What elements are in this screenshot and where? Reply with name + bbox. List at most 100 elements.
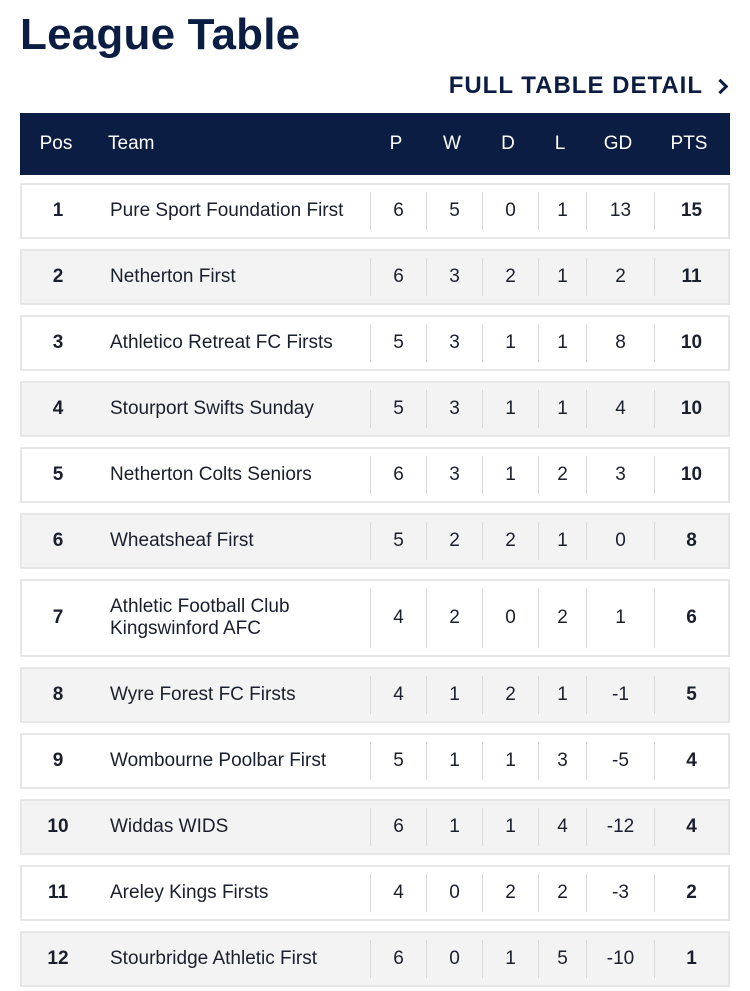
row-drawn: 0 xyxy=(482,588,538,648)
row-team: Athletico Retreat FC Firsts xyxy=(110,332,333,353)
row-pos: 6 xyxy=(52,530,64,551)
row-goal-difference: 2 xyxy=(586,258,654,296)
row-won: 2 xyxy=(426,522,482,560)
row-lost: 3 xyxy=(538,742,586,780)
row-points: 4 xyxy=(654,808,728,846)
row-team: Netherton Colts Seniors xyxy=(110,464,312,485)
row-drawn: 2 xyxy=(482,522,538,560)
row-pos: 2 xyxy=(52,266,64,287)
row-played: 6 xyxy=(370,456,426,494)
table-row[interactable]: 11 Areley Kings Firsts 4 0 2 2 -3 2 xyxy=(20,865,730,921)
row-pos: 1 xyxy=(52,200,64,221)
row-team: Pure Sport Foundation First xyxy=(110,200,344,221)
row-goal-difference: -12 xyxy=(586,808,654,846)
row-pos: 5 xyxy=(52,464,64,485)
row-points: 15 xyxy=(654,192,728,230)
row-won: 3 xyxy=(426,258,482,296)
row-goal-difference: 8 xyxy=(586,324,654,362)
row-won: 0 xyxy=(426,874,482,912)
row-won: 5 xyxy=(426,192,482,230)
row-goal-difference: -3 xyxy=(586,874,654,912)
row-won: 1 xyxy=(426,742,482,780)
row-drawn: 1 xyxy=(482,742,538,780)
row-points: 6 xyxy=(654,588,728,648)
row-goal-difference: 1 xyxy=(586,588,654,648)
table-row[interactable]: 8 Wyre Forest FC Firsts 4 1 2 1 -1 5 xyxy=(20,667,730,723)
header-team: Team xyxy=(108,133,155,154)
row-won: 1 xyxy=(426,808,482,846)
table-row[interactable]: 4 Stourport Swifts Sunday 5 3 1 1 4 10 xyxy=(20,381,730,437)
row-goal-difference: 3 xyxy=(586,456,654,494)
header-played: P xyxy=(389,133,403,154)
table-row[interactable]: 3 Athletico Retreat FC Firsts 5 3 1 1 8 … xyxy=(20,315,730,371)
row-team: Stourport Swifts Sunday xyxy=(110,398,314,419)
row-lost: 1 xyxy=(538,522,586,560)
row-played: 5 xyxy=(370,742,426,780)
row-won: 3 xyxy=(426,456,482,494)
table-row[interactable]: 9 Wombourne Poolbar First 5 1 1 3 -5 4 xyxy=(20,733,730,789)
header-won: W xyxy=(443,133,461,154)
row-drawn: 2 xyxy=(482,874,538,912)
chevron-right-icon xyxy=(712,78,729,94)
row-pos: 8 xyxy=(52,684,64,705)
row-played: 6 xyxy=(370,808,426,846)
header-lost: L xyxy=(554,133,566,154)
league-table-body: 1 Pure Sport Foundation First 6 5 0 1 13… xyxy=(20,183,730,991)
row-drawn: 1 xyxy=(482,390,538,428)
table-row[interactable]: 10 Widdas WIDS 6 1 1 4 -12 4 xyxy=(20,799,730,855)
row-goal-difference: 4 xyxy=(586,390,654,428)
row-lost: 4 xyxy=(538,808,586,846)
row-lost: 2 xyxy=(538,874,586,912)
row-lost: 1 xyxy=(538,258,586,296)
row-goal-difference: -5 xyxy=(586,742,654,780)
row-won: 2 xyxy=(426,588,482,648)
header-goal-difference: GD xyxy=(603,133,633,154)
table-row[interactable]: 12 Stourbridge Athletic First 6 0 1 5 -1… xyxy=(20,931,730,987)
table-row[interactable]: 5 Netherton Colts Seniors 6 3 1 2 3 10 xyxy=(20,447,730,503)
row-drawn: 1 xyxy=(482,808,538,846)
row-points: 10 xyxy=(654,456,728,494)
row-team: Stourbridge Athletic First xyxy=(110,948,317,969)
full-table-detail-label: FULL TABLE DETAIL xyxy=(448,72,703,99)
row-pos: 12 xyxy=(47,948,69,969)
row-played: 6 xyxy=(370,940,426,978)
row-points: 11 xyxy=(654,258,728,296)
full-table-detail-link[interactable]: FULL TABLE DETAIL xyxy=(448,72,729,100)
row-won: 1 xyxy=(426,676,482,714)
row-points: 8 xyxy=(654,522,728,560)
row-played: 4 xyxy=(370,874,426,912)
row-pos: 9 xyxy=(52,750,64,771)
row-lost: 1 xyxy=(538,324,586,362)
row-pos: 4 xyxy=(52,398,64,419)
page-title: League Table xyxy=(20,10,301,59)
row-lost: 1 xyxy=(538,676,586,714)
row-lost: 1 xyxy=(538,390,586,428)
table-row[interactable]: 1 Pure Sport Foundation First 6 5 0 1 13… xyxy=(20,183,730,239)
row-won: 0 xyxy=(426,940,482,978)
row-points: 4 xyxy=(654,742,728,780)
row-team: Wombourne Poolbar First xyxy=(110,750,327,771)
row-played: 6 xyxy=(370,192,426,230)
row-played: 4 xyxy=(370,676,426,714)
row-team: Widdas WIDS xyxy=(110,816,229,837)
row-team: Wheatsheaf First xyxy=(110,530,254,551)
row-drawn: 2 xyxy=(482,258,538,296)
table-row[interactable]: 6 Wheatsheaf First 5 2 2 1 0 8 xyxy=(20,513,730,569)
row-team: Areley Kings Firsts xyxy=(110,882,269,903)
row-points: 1 xyxy=(654,940,728,978)
row-won: 3 xyxy=(426,390,482,428)
header-pos: Pos xyxy=(39,133,73,154)
table-row[interactable]: 7 Athletic Football Club Kingswinford AF… xyxy=(20,579,730,657)
row-drawn: 1 xyxy=(482,456,538,494)
table-row[interactable]: 2 Netherton First 6 3 2 1 2 11 xyxy=(20,249,730,305)
row-played: 5 xyxy=(370,390,426,428)
row-pos: 7 xyxy=(52,607,64,628)
header-drawn: D xyxy=(501,133,515,154)
row-won: 3 xyxy=(426,324,482,362)
row-goal-difference: 13 xyxy=(586,192,654,230)
row-goal-difference: -1 xyxy=(586,676,654,714)
table-header: Pos Team P W D L GD PTS xyxy=(20,113,730,175)
row-lost: 2 xyxy=(538,588,586,648)
row-points: 2 xyxy=(654,874,728,912)
row-team: Wyre Forest FC Firsts xyxy=(110,684,296,705)
